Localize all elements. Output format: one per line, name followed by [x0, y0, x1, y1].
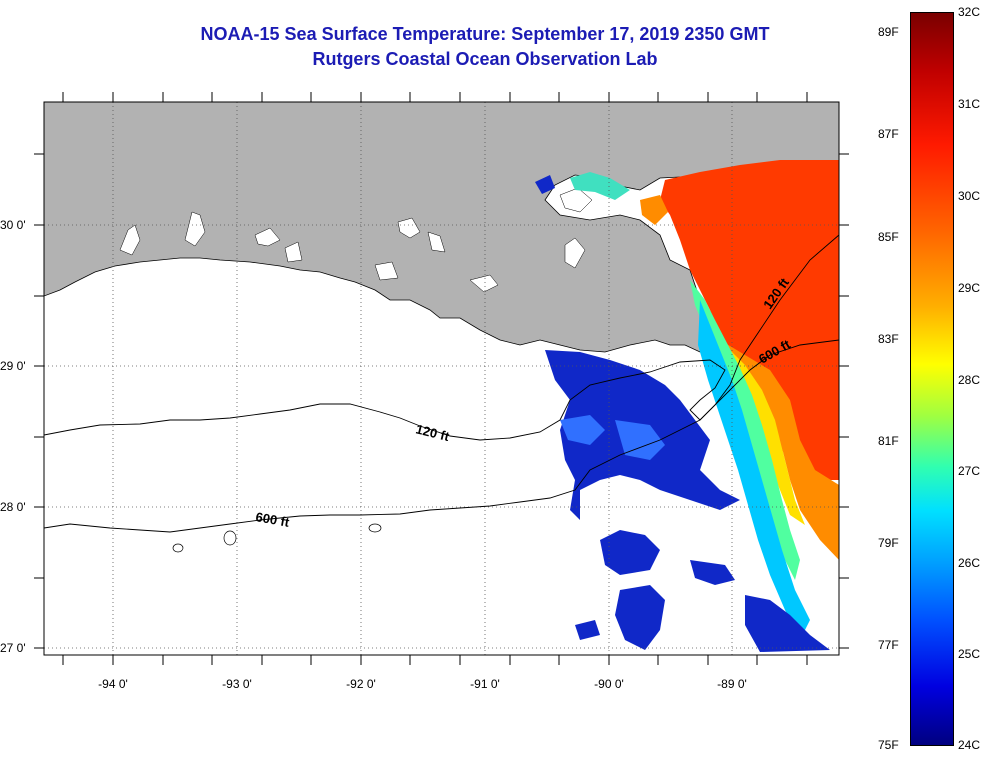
colorbar-label-24c: 24C [958, 738, 981, 752]
seamount-contour [223, 530, 237, 546]
sst-bay-patch [570, 172, 630, 200]
colorbar-label-77f: 77F [878, 638, 899, 652]
sst-cool-region [745, 595, 830, 652]
graticule [44, 102, 839, 655]
colorbar-label-31c: 31C [958, 97, 981, 111]
lake [469, 274, 499, 293]
lake [564, 237, 586, 269]
sst-orange-band [720, 340, 839, 560]
sst-cyan-band [698, 300, 810, 640]
colorbar-label-89f: 89F [878, 25, 899, 39]
isobath-600ft [44, 339, 839, 533]
sst-mid-patch [615, 420, 665, 460]
temperature-colorbar [910, 12, 954, 746]
lake [284, 241, 303, 263]
lat-label-28: 28 0' [0, 500, 26, 514]
map-subtitle: Rutgers Coastal Ocean Observation Lab [312, 49, 658, 69]
lake [119, 224, 141, 256]
lon-label-93: -93 0' [222, 677, 252, 691]
sst-cool-region [575, 620, 600, 640]
lat-label-29: 29 0' [0, 359, 26, 373]
colorbar-label-85f: 85F [878, 230, 899, 244]
colorbar-label-79f: 79F [878, 536, 899, 550]
lon-label-94: -94 0' [98, 677, 128, 691]
sst-bay-patch [535, 175, 555, 194]
lake [374, 261, 399, 281]
colorbar-label-87f: 87F [878, 127, 899, 141]
lon-label-92: -92 0' [346, 677, 376, 691]
colorbar-label-29c: 29C [958, 281, 981, 295]
lat-label-30: 30 0' [0, 218, 26, 232]
lake [397, 217, 421, 239]
seamount-contour [368, 523, 382, 533]
colorbar-label-81f: 81F [878, 434, 899, 448]
colorbar-label-75f: 75F [878, 738, 899, 752]
lake [427, 231, 446, 253]
isobath-label-west-600: 600 ft [254, 509, 291, 530]
map-frame [43, 101, 840, 656]
seamount-contour [172, 543, 184, 553]
sst-warm-region [660, 160, 839, 480]
lon-label-90: -90 0' [594, 677, 624, 691]
colorbar-label-83f: 83F [878, 332, 899, 346]
lat-label-27: 27 0' [0, 641, 26, 655]
sst-cool-region [615, 585, 665, 650]
sst-cool-region [600, 530, 660, 575]
lon-label-89: -89 0' [717, 677, 747, 691]
colorbar-label-32c: 32C [958, 5, 981, 19]
lake [254, 227, 281, 247]
sst-bay-patch [640, 195, 668, 225]
colorbar-label-30c: 30C [958, 189, 981, 203]
colorbar-label-25c: 25C [958, 647, 981, 661]
colorbar-label-26c: 26C [958, 556, 981, 570]
sst-cool-region [690, 560, 735, 585]
colorbar-label-28c: 28C [958, 373, 981, 387]
tick-marks [34, 92, 849, 665]
lon-label-91: -91 0' [470, 677, 500, 691]
map-title: NOAA-15 Sea Surface Temperature: Septemb… [200, 24, 770, 44]
lake [184, 211, 206, 247]
colorbar-label-27c: 27C [958, 464, 981, 478]
sst-mid-patch [560, 415, 605, 445]
